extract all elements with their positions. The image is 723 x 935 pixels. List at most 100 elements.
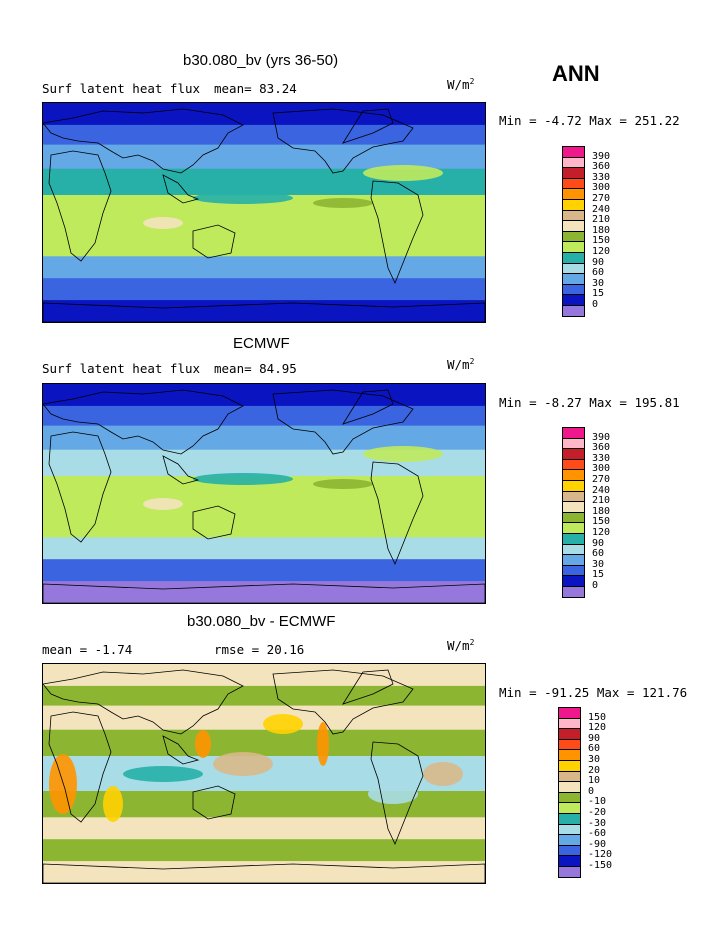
map-contour-region xyxy=(243,209,403,237)
map-contour-region xyxy=(423,762,463,786)
map-field-band xyxy=(43,144,485,170)
coastline xyxy=(192,785,236,820)
map-field-band xyxy=(43,124,485,146)
colorbar-level-label: 330 xyxy=(592,452,611,464)
colorbar-level-label: 210 xyxy=(592,495,611,507)
coastline xyxy=(43,863,485,883)
colorbar-level-label: 150 xyxy=(588,711,607,723)
colorbar-swatch xyxy=(558,866,581,878)
map-contour-region xyxy=(243,490,403,518)
panel-1-minmax: Min = -4.72 Max = 251.22 xyxy=(499,113,680,128)
map-contour-region xyxy=(193,473,293,485)
map-contour-region xyxy=(195,730,211,758)
map-field-band xyxy=(43,103,485,126)
map-field-band xyxy=(43,405,485,427)
map-field-band xyxy=(43,685,485,707)
map-field-band xyxy=(43,511,485,538)
map-field-band xyxy=(43,300,485,322)
colorbar-level-label: 30 xyxy=(592,277,605,289)
coastline xyxy=(162,735,200,765)
coastline xyxy=(272,669,414,735)
panel-1-title: b30.080_bv (yrs 36-50) xyxy=(183,52,339,69)
panel-2-units: W/m2 xyxy=(447,357,475,373)
colorbar-level-label: 210 xyxy=(592,214,611,226)
colorbar-swatch xyxy=(562,305,585,317)
colorbar-level-label: 30 xyxy=(592,558,605,570)
colorbar-level-label: 60 xyxy=(592,548,605,560)
colorbar-level-label: 120 xyxy=(592,246,611,257)
colorbar-level-label: 60 xyxy=(592,267,605,279)
panel-1-variable: Surf latent heat flux xyxy=(42,81,201,96)
colorbar-level-label: 150 xyxy=(592,516,611,528)
coastline xyxy=(342,669,394,705)
colorbar-level-label: 60 xyxy=(588,743,601,755)
colorbar-level-label: 360 xyxy=(592,442,611,454)
map-contour-region xyxy=(317,722,329,766)
colorbar-level-label: 180 xyxy=(592,224,611,236)
coastline xyxy=(370,741,424,846)
map-contour-region xyxy=(313,198,373,208)
panel-1-map xyxy=(42,102,486,323)
colorbar-level-label: 270 xyxy=(592,474,611,485)
map-field-band xyxy=(43,729,485,757)
map-field-band xyxy=(43,537,485,560)
coastline xyxy=(272,108,414,174)
colorbar-level-label: 0 xyxy=(588,785,595,797)
coastline xyxy=(43,302,485,322)
colorbar-level-label: -120 xyxy=(588,849,613,861)
map-field-band xyxy=(43,839,485,862)
colorbar-level-label: 20 xyxy=(588,764,601,776)
coastline xyxy=(162,174,200,204)
map-field-band xyxy=(43,278,485,301)
colorbar-level-label: -10 xyxy=(588,796,607,808)
panel-3-minmax: Min = -91.25 Max = 121.76 xyxy=(499,685,688,700)
map-contour-region xyxy=(368,784,418,804)
map-field-band xyxy=(43,559,485,582)
panel-2-colorbar: 390 360 330 300 270 240 210 180 150 120 90 60 30 15 0 xyxy=(562,427,632,598)
coastline xyxy=(48,431,112,543)
coastline xyxy=(370,180,424,285)
coastline xyxy=(43,389,244,455)
colorbar-level-label: -60 xyxy=(588,828,607,840)
panel-3-units: W/m2 xyxy=(447,638,475,654)
coastline xyxy=(48,711,112,823)
map-field-band xyxy=(43,256,485,279)
coastline xyxy=(192,224,236,259)
panel-1-units: W/m2 xyxy=(447,77,475,93)
colorbar-level-label: 0 xyxy=(592,580,599,591)
map-contour-region xyxy=(313,479,373,489)
colorbar-level-label: 390 xyxy=(592,431,611,443)
panel-3-map xyxy=(42,663,486,884)
map-contour-region xyxy=(143,217,183,229)
map-field-band xyxy=(43,230,485,257)
colorbar-level-label: 270 xyxy=(592,193,611,204)
colorbar-level-label: -30 xyxy=(588,817,607,829)
coastline xyxy=(43,669,244,735)
colorbar-level-label: 10 xyxy=(588,775,601,787)
map-contour-region xyxy=(363,446,443,462)
map-field-band xyxy=(43,817,485,840)
map-field-band xyxy=(43,384,485,407)
colorbar-level-label: -150 xyxy=(588,860,613,871)
colorbar-level-label: 15 xyxy=(592,569,605,581)
coastline xyxy=(43,108,244,174)
panel-1-mean: mean= 83.24 xyxy=(214,81,297,96)
map-contour-region xyxy=(103,786,123,822)
colorbar-level-label: 90 xyxy=(592,537,605,549)
panel-2-mean: mean= 84.95 xyxy=(214,361,297,376)
colorbar-level-label: -90 xyxy=(588,838,607,850)
panel-3-title: b30.080_bv - ECMWF xyxy=(187,613,336,630)
panel-1-colorbar: 390 360 330 300 270 240 210 180 150 120 90 60 30 15 0 xyxy=(562,146,632,317)
map-contour-region xyxy=(143,498,183,510)
coastline xyxy=(162,455,200,485)
colorbar-level-label: 90 xyxy=(588,732,601,744)
panel-2-variable: Surf latent heat flux xyxy=(42,361,201,376)
colorbar-level-label: 240 xyxy=(592,484,611,496)
colorbar-swatch xyxy=(562,586,585,598)
colorbar-level-label: 15 xyxy=(592,288,605,300)
colorbar-level-label: 300 xyxy=(592,182,611,194)
panel-2-minmax: Min = -8.27 Max = 195.81 xyxy=(499,395,680,410)
map-field-band xyxy=(43,581,485,603)
map-field-band xyxy=(43,664,485,687)
colorbar-level-label: 390 xyxy=(592,150,611,162)
